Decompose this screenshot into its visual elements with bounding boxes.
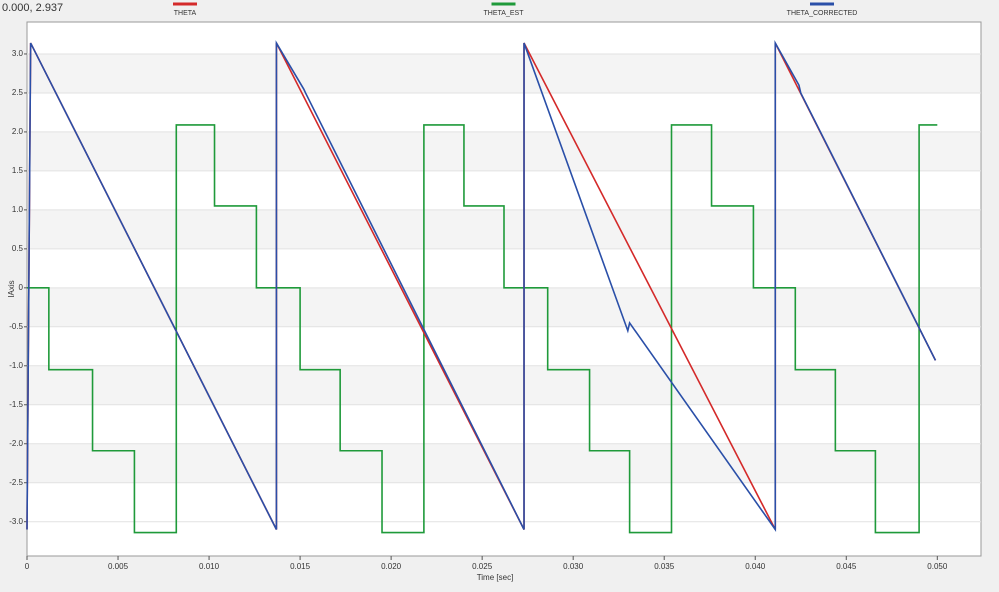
x-tick-label: 0.040 [745, 562, 766, 571]
y-tick-label: 0 [19, 283, 24, 292]
band [28, 365, 980, 405]
x-tick-label: 0.035 [654, 562, 675, 571]
legend-label: THETA_CORRECTED [787, 10, 858, 17]
band [28, 287, 980, 327]
y-tick-label: -0.5 [9, 322, 23, 331]
bands [28, 53, 980, 483]
y-tick-label: -1.5 [9, 400, 23, 409]
legend-label: THETA_EST [484, 10, 525, 17]
legend-label: THETA [174, 10, 197, 17]
y-tick-label: 2.0 [12, 127, 24, 136]
y-tick-label: 3.0 [12, 49, 24, 58]
band [28, 443, 980, 483]
y-tick-label: 0.5 [12, 244, 24, 253]
y-tick-label: 2.5 [12, 88, 24, 97]
x-tick-label: 0.050 [927, 562, 948, 571]
y-tick-label: -2.5 [9, 478, 23, 487]
band [28, 53, 980, 93]
readout: 0.000, 2.937 [2, 2, 63, 14]
band [28, 131, 980, 171]
x-tick-label: 0 [25, 562, 30, 571]
y-tick-label: 1.0 [12, 205, 24, 214]
x-tick-label: 0.030 [563, 562, 584, 571]
x-tick-label: 0.045 [836, 562, 857, 571]
y-tick-label: -2.0 [9, 439, 23, 448]
y-tick-label: -1.0 [9, 361, 23, 370]
series-line [27, 124, 938, 534]
x-axis-label: Time [sec] [477, 573, 514, 582]
x-tick-label: 0.010 [199, 562, 220, 571]
series-line [26, 39, 937, 533]
x-tick-label: 0.015 [290, 562, 311, 571]
y-tick-label: 1.5 [12, 166, 24, 175]
x-tick-label: 0.025 [472, 562, 493, 571]
y-tick-label: -3.0 [9, 517, 23, 526]
x-tick-label: 0.005 [108, 562, 129, 571]
y-axis-label: IAxis [7, 280, 16, 297]
x-tick-label: 0.020 [381, 562, 402, 571]
